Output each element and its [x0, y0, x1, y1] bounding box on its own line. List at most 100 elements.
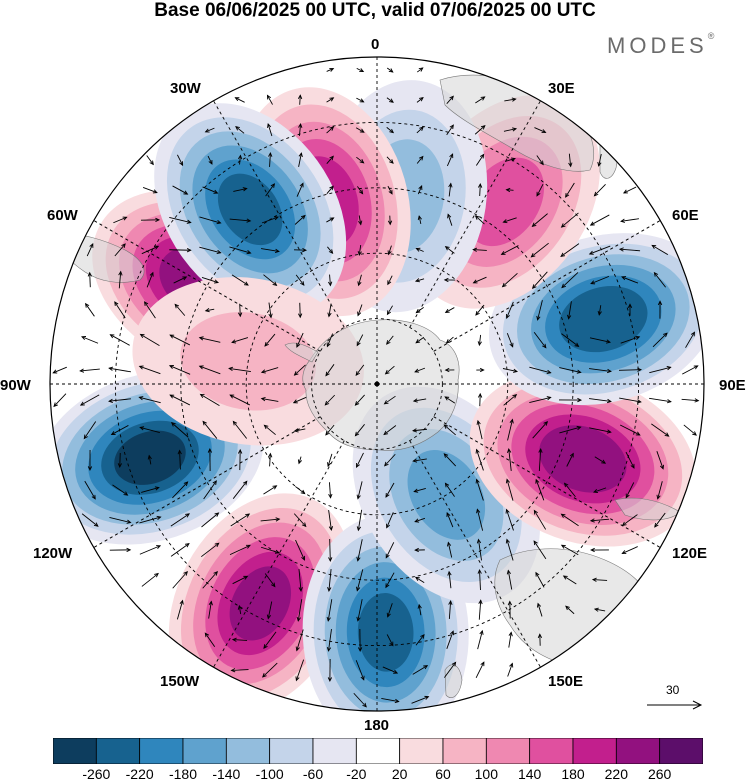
meridian-line [93, 220, 321, 352]
wind-vector [505, 508, 514, 531]
wind-vector [412, 665, 429, 675]
wind-vector [589, 427, 612, 434]
wind-vector [504, 157, 516, 162]
wind-vector [84, 302, 95, 317]
colorbar-swatch [355, 738, 401, 764]
wind-vector [355, 660, 365, 681]
wind-vector [170, 542, 190, 557]
colorbar-tick-label: 20 [391, 766, 408, 782]
wind-vector [170, 513, 191, 527]
wind-vector [446, 630, 455, 649]
wind-vector [108, 398, 131, 403]
wind-vector [261, 248, 280, 253]
wind-vector [558, 397, 583, 403]
wind-vector [444, 246, 455, 254]
wind-vector [417, 215, 422, 225]
lon-label-120e: 120E [672, 545, 708, 562]
wind-vector [589, 214, 610, 226]
wind-vector [261, 216, 279, 224]
wind-vector [84, 480, 96, 500]
colorbar-tick-label: -20 [346, 766, 367, 782]
wind-vector [501, 272, 518, 288]
wind-vector [297, 456, 303, 465]
colorbar-tick-label: -260 [82, 766, 111, 782]
wind-vector [146, 155, 154, 166]
wind-vector [266, 94, 273, 105]
wind-vector [139, 545, 162, 555]
wind-vector [295, 274, 305, 286]
wind-vector [295, 659, 305, 682]
map-boundary [49, 56, 705, 712]
wind-vector [383, 395, 396, 405]
wind-vector [568, 153, 573, 168]
map-title: Base 06/06/2025 00 UTC, valid 07/06/2025… [154, 0, 596, 21]
lon-label-60w: 60W [47, 207, 78, 224]
wind-vector [356, 539, 363, 562]
wind-vector [230, 513, 251, 527]
wind-vector [202, 570, 218, 589]
wind-vector [589, 398, 612, 404]
colorbar-tick-label: 60 [435, 766, 451, 782]
wind-vector [327, 246, 334, 255]
antarctica-landmass [302, 319, 460, 451]
colorbar-tick-label: -140 [212, 766, 241, 782]
wind-vector [268, 302, 273, 319]
wind-vector [201, 512, 220, 528]
wind-vector [294, 214, 306, 225]
wind-vector [109, 517, 132, 524]
brand-name: MODES [607, 33, 708, 58]
wind-vector [589, 337, 611, 344]
latitude-circle [114, 121, 640, 647]
wind-vector [198, 336, 221, 343]
wind-vector [597, 153, 602, 167]
wind-vector [681, 398, 700, 403]
wind-vector [507, 600, 513, 619]
wind-vector [592, 487, 607, 494]
wind-vector [446, 541, 453, 558]
wind-vector [231, 637, 248, 642]
wind-vector [108, 366, 131, 373]
wind-vector [326, 155, 334, 165]
wind-vector [505, 538, 514, 561]
wind-vector [264, 333, 276, 347]
wind-vector [622, 186, 637, 194]
colorbar-tick-label: 220 [604, 766, 629, 782]
wind-vector [326, 185, 334, 194]
wind-vector [112, 484, 129, 496]
wind-vector [475, 304, 485, 316]
wind-vector [260, 546, 280, 554]
colorbar-swatch [312, 738, 357, 764]
wind-vector [235, 126, 245, 134]
wind-vector [297, 302, 303, 319]
colorbar-tick-label: 180 [561, 766, 585, 782]
wind-vector [325, 364, 335, 377]
wind-vector [326, 599, 333, 622]
wind-vector [619, 424, 641, 436]
wind-vector [232, 575, 249, 585]
wind-vector [416, 126, 424, 134]
wind-vector [560, 513, 579, 527]
wind-vector [559, 367, 582, 374]
wind-vector [506, 333, 514, 348]
wind-vector [413, 487, 426, 493]
wind-vector [620, 335, 641, 344]
wind-vector [169, 334, 191, 346]
wind-vector [503, 393, 518, 406]
wind-vector [172, 185, 189, 195]
wind-vector [414, 547, 425, 553]
wind-vector [356, 569, 364, 592]
reference-vector-arrow [647, 700, 703, 710]
lon-label-90e: 90E [719, 377, 746, 394]
wind-vector [386, 512, 394, 529]
wind-vector [685, 331, 695, 348]
wind-vector [237, 303, 243, 318]
lon-label-120w: 120W [33, 545, 73, 562]
lon-label-60e: 60E [672, 207, 699, 224]
meridian-line [213, 100, 345, 328]
wind-vector [232, 420, 248, 439]
wind-vector [567, 301, 572, 320]
wind-vector [199, 216, 222, 225]
wind-vector [173, 276, 188, 284]
wind-vector [566, 452, 574, 467]
